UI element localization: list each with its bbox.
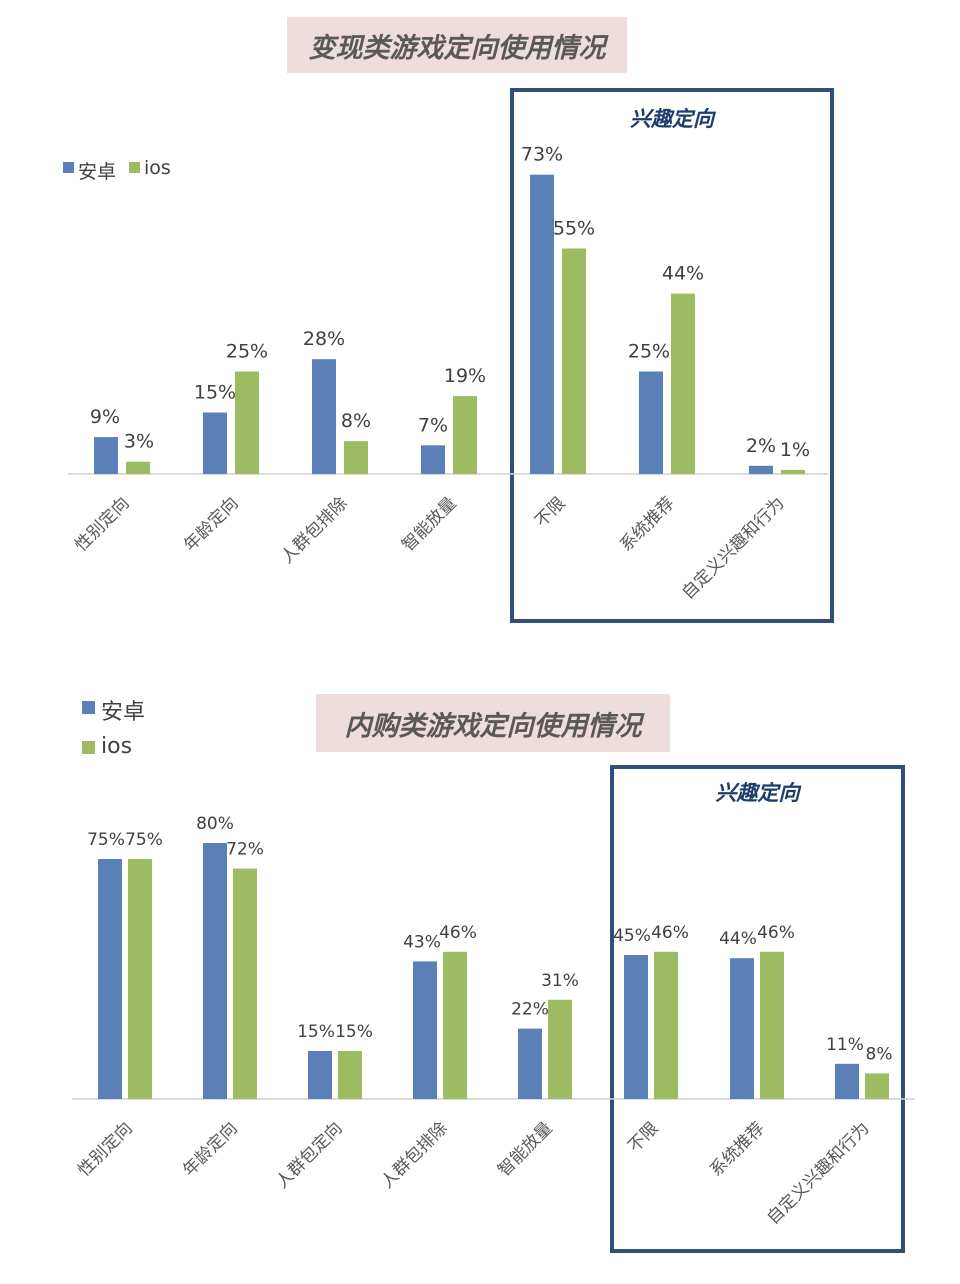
chart1-legend-swatch-android xyxy=(63,162,74,173)
chart1-data-label: 2% xyxy=(746,435,776,457)
chart1-bar-ios xyxy=(562,248,586,474)
chart2-legend-label-ios: ios xyxy=(101,734,133,759)
chart1-data-label: 28% xyxy=(303,328,345,350)
chart2-data-label: 75% xyxy=(125,830,163,850)
chart1-bar-ios xyxy=(235,371,259,474)
chart2-data-label: 22% xyxy=(511,1000,549,1020)
chart2-data-label: 80% xyxy=(196,814,234,834)
chart1-title: 变现类游戏定向使用情况 xyxy=(308,32,606,64)
chart2-bar-ios xyxy=(760,951,784,1099)
chart2-title-box: 内购类游戏定向使用情况 xyxy=(316,694,670,752)
chart2-bar-ios xyxy=(654,951,678,1099)
chart2-bar-android xyxy=(308,1051,332,1099)
chart1-data-label: 1% xyxy=(780,439,810,461)
chart2-legend-swatch-android xyxy=(82,701,95,714)
chart1-bar-ios xyxy=(781,469,805,474)
chart2-data-label: 44% xyxy=(719,929,757,949)
chart1-data-label: 73% xyxy=(521,144,563,166)
chart2-bar-ios xyxy=(233,868,257,1099)
chart2-bar-ios xyxy=(443,951,467,1099)
chart1-bar-android xyxy=(749,465,773,474)
chart1-data-label: 7% xyxy=(418,414,448,436)
chart1-legend-label-android: 安卓 xyxy=(78,161,117,183)
chart1-data-label: 15% xyxy=(194,382,236,404)
chart2-category-label: 自定义兴趣和行为 xyxy=(763,1118,873,1228)
chart1-bar-android xyxy=(203,412,227,474)
chart2-data-label: 46% xyxy=(439,923,477,943)
chart2-category-label: 智能放量 xyxy=(494,1118,556,1180)
chart2-bar-android xyxy=(518,1028,542,1099)
chart2-data-label: 31% xyxy=(541,971,579,991)
chart2-bar-ios xyxy=(338,1051,362,1099)
chart1-title-box: 变现类游戏定向使用情况 xyxy=(287,17,627,73)
chart1-bar-ios xyxy=(453,396,477,474)
chart2-legend-label-android: 安卓 xyxy=(101,700,146,725)
chart1-data-label: 3% xyxy=(124,431,154,453)
chart2-data-label: 43% xyxy=(403,932,441,952)
chart2-bar-android xyxy=(624,955,648,1099)
chart1-data-label: 9% xyxy=(90,406,120,428)
chart1-bar-android xyxy=(312,359,336,474)
chart2-bar-android xyxy=(835,1063,859,1099)
chart2-category-label: 系统推荐 xyxy=(706,1118,768,1180)
chart2-data-label: 15% xyxy=(335,1022,373,1042)
chart2-bar-ios xyxy=(128,859,152,1099)
chart1-bar-android xyxy=(94,437,118,474)
chart1-bar-android xyxy=(421,445,445,474)
chart2-data-label: 45% xyxy=(613,926,651,946)
chart2-data-label: 15% xyxy=(297,1022,335,1042)
chart2-category-label: 年龄定向 xyxy=(179,1118,241,1180)
chart2-category-label: 性别定向 xyxy=(74,1118,136,1180)
chart2-title: 内购类游戏定向使用情况 xyxy=(344,710,642,742)
chart1-interest-label: 兴趣定向 xyxy=(630,107,714,131)
chart2-data-label: 46% xyxy=(757,923,795,943)
chart1-bar-ios xyxy=(344,441,368,474)
chart1-data-label: 8% xyxy=(341,410,371,432)
chart1-bar-ios xyxy=(126,461,150,474)
chart1-legend-label-ios: ios xyxy=(144,157,171,179)
chart2-legend-swatch-ios xyxy=(82,741,95,754)
chart2-bar-android xyxy=(98,859,122,1099)
chart2-bar-android xyxy=(203,843,227,1099)
chart1-bar-android xyxy=(639,371,663,474)
chart2-category-label: 人群包排除 xyxy=(377,1118,451,1192)
chart1-bar-android xyxy=(530,174,554,474)
chart1-data-label: 55% xyxy=(553,218,595,240)
chart2-bar-ios xyxy=(865,1073,889,1099)
chart1-interest-box xyxy=(510,88,834,623)
chart2-bar-ios xyxy=(548,999,572,1099)
chart1-data-label: 19% xyxy=(444,365,486,387)
chart1-bar-ios xyxy=(671,293,695,474)
chart1-data-label: 25% xyxy=(628,341,670,363)
chart2-data-label: 11% xyxy=(826,1035,864,1055)
chart1-data-label: 44% xyxy=(662,263,704,285)
chart2-data-label: 46% xyxy=(651,923,689,943)
chart2-data-label: 75% xyxy=(87,830,125,850)
chart1-data-label: 25% xyxy=(226,341,268,363)
chart1-legend-swatch-ios xyxy=(129,162,140,173)
chart2-data-label: 72% xyxy=(226,840,264,860)
chart2-data-label: 8% xyxy=(866,1044,893,1064)
chart2-interest-box xyxy=(610,765,905,1253)
chart2-category-label: 不限 xyxy=(624,1118,662,1156)
chart2-interest-label: 兴趣定向 xyxy=(715,781,800,805)
chart2-bar-android xyxy=(413,961,437,1099)
chart2-bar-android xyxy=(730,958,754,1099)
chart2-category-label: 人群包定向 xyxy=(272,1118,346,1192)
